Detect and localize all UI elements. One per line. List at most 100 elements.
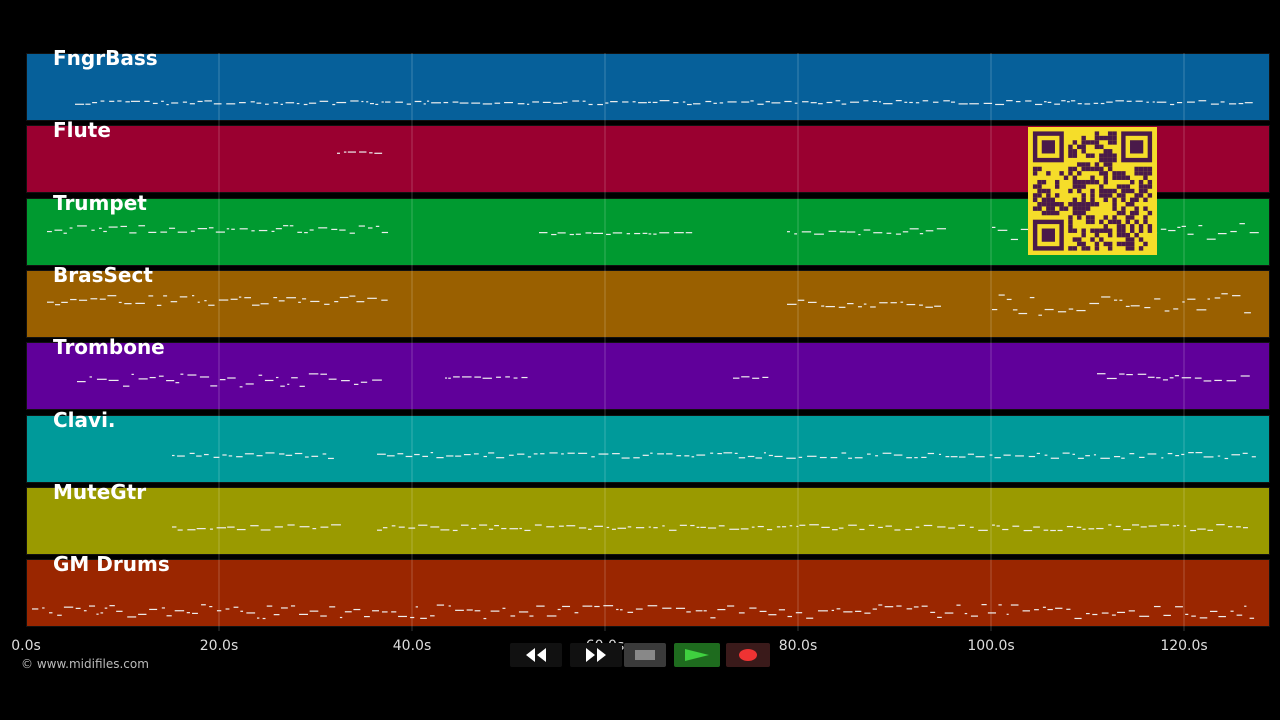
note-mark (129, 231, 137, 234)
note-mark (562, 605, 571, 608)
note-mark (1198, 100, 1207, 102)
note-mark (848, 457, 853, 459)
note-mark (1006, 298, 1012, 300)
note-mark (265, 451, 275, 454)
note-mark (166, 380, 175, 382)
note-mark (668, 529, 677, 531)
track-label: Flute (53, 118, 111, 143)
note-mark (1242, 452, 1248, 454)
note-mark (196, 454, 202, 457)
note-mark (930, 611, 936, 614)
note-mark (652, 101, 658, 104)
note-mark (1224, 457, 1229, 459)
note-mark (1187, 298, 1196, 300)
track-row: Trombone (26, 335, 1270, 411)
note-mark (386, 454, 395, 456)
note-mark (1015, 454, 1024, 457)
note-mark (1217, 454, 1221, 457)
note-mark (494, 524, 499, 526)
note-mark (1020, 228, 1029, 230)
note-mark (203, 453, 209, 455)
note-mark (789, 524, 793, 527)
note-mark (1194, 377, 1202, 379)
note-mark (696, 526, 700, 528)
note-mark (488, 528, 494, 530)
note-mark (1195, 451, 1203, 453)
note-mark (690, 524, 695, 526)
note-mark (1240, 375, 1250, 377)
note-mark (588, 528, 592, 530)
note-mark (283, 224, 289, 226)
stop-button[interactable] (624, 643, 666, 667)
note-mark (691, 455, 695, 457)
note-mark (1156, 101, 1167, 103)
note-mark (866, 453, 871, 455)
note-mark (318, 226, 328, 229)
note-mark (1230, 230, 1237, 232)
note-mark (120, 225, 127, 227)
note-mark (337, 152, 341, 155)
rewind-button[interactable] (510, 643, 562, 667)
time-tick-label: 40.0s (392, 638, 432, 654)
record-button[interactable] (726, 643, 770, 667)
note-mark (620, 609, 623, 611)
note-mark (290, 605, 296, 607)
note-mark (231, 228, 235, 230)
note-mark (358, 225, 365, 227)
note-mark (884, 606, 894, 608)
note-mark (588, 103, 593, 106)
note-mark (209, 528, 213, 530)
note-mark (1119, 373, 1125, 375)
note-mark (934, 305, 941, 307)
note-mark (125, 101, 130, 103)
note-mark (42, 607, 45, 609)
note-mark (817, 610, 828, 612)
note-mark (174, 610, 185, 612)
note-mark (873, 231, 883, 233)
note-mark (1187, 101, 1195, 103)
note-mark (605, 102, 609, 104)
play-button[interactable] (674, 643, 720, 667)
note-mark (391, 611, 397, 613)
note-mark (170, 300, 178, 303)
note-mark (32, 608, 39, 610)
note-mark (324, 303, 330, 305)
note-mark (199, 376, 210, 378)
note-mark (103, 230, 107, 232)
note-mark (762, 376, 769, 379)
note-mark (398, 526, 405, 528)
note-mark (1196, 309, 1207, 311)
note-mark (566, 524, 576, 527)
note-mark (1175, 454, 1180, 456)
note-mark (922, 100, 929, 102)
note-mark (741, 101, 750, 103)
note-mark (1173, 308, 1179, 310)
note-mark (299, 525, 310, 528)
note-mark (1244, 605, 1247, 607)
transport-controls (510, 643, 770, 668)
note-mark (201, 604, 206, 606)
note-mark (331, 524, 341, 526)
note-mark (190, 230, 195, 232)
note-mark (148, 295, 154, 297)
track-label: FngrBass (53, 46, 158, 70)
note-mark (138, 613, 147, 616)
track-row: BrasSect (26, 263, 1270, 338)
note-mark (1044, 101, 1047, 103)
note-mark (186, 612, 190, 614)
note-mark (471, 102, 481, 104)
note-mark (377, 529, 382, 531)
note-mark (448, 605, 451, 607)
note-mark (172, 526, 177, 528)
note-mark (1131, 524, 1140, 526)
note-mark (894, 529, 901, 531)
note-mark (262, 618, 266, 620)
note-mark (836, 608, 841, 610)
note-mark (100, 100, 105, 102)
note-mark (1101, 296, 1111, 298)
note-mark (921, 605, 928, 607)
time-tick-label: 0.0s (11, 638, 41, 654)
note-mark (430, 526, 440, 528)
fast-forward-button[interactable] (570, 643, 622, 667)
note-mark (1229, 103, 1237, 105)
